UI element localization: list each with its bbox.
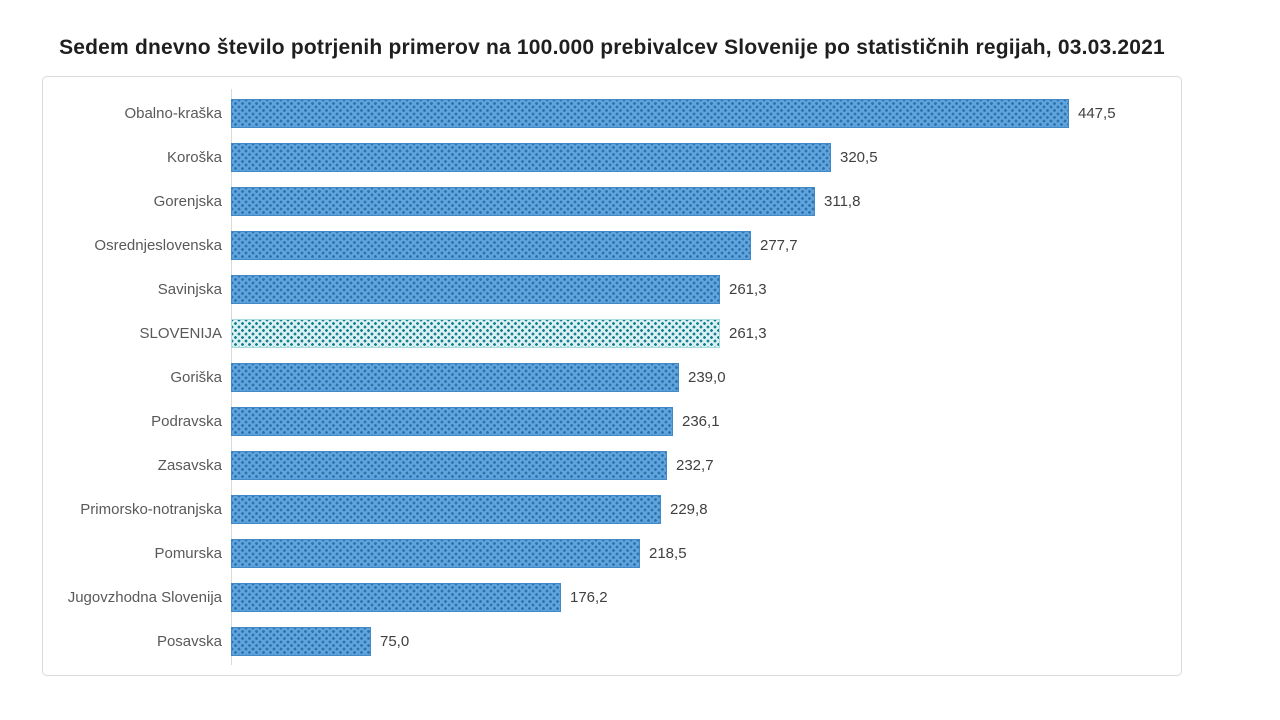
category-label: Primorsko-notranjska [80, 500, 222, 518]
bar-row: Zasavska 232,7 [43, 443, 1181, 487]
bar [231, 362, 679, 392]
bar-row: Primorsko-notranjska 229,8 [43, 487, 1181, 531]
bar [231, 406, 673, 436]
category-label: Pomurska [154, 544, 222, 562]
category-label: Zasavska [157, 456, 222, 474]
value-label: 232,7 [676, 456, 714, 474]
bar-row: Obalno-kraška 447,5 [43, 91, 1181, 135]
category-label: Jugovzhodna Slovenija [67, 588, 222, 606]
bar [231, 274, 720, 304]
bar-row: Savinjska 261,3 [43, 267, 1181, 311]
category-label: Savinjska [157, 280, 222, 298]
bar-row: Goriška 239,0 [43, 355, 1181, 399]
value-label: 176,2 [570, 588, 608, 606]
bar-row: Jugovzhodna Slovenija 176,2 [43, 575, 1181, 619]
value-label: 261,3 [729, 324, 767, 342]
category-label: Gorenjska [153, 192, 222, 210]
bar [231, 186, 815, 216]
value-label: 236,1 [682, 412, 720, 430]
bar-row: Osrednjeslovenska 277,7 [43, 223, 1181, 267]
value-label: 277,7 [760, 236, 798, 254]
value-label: 218,5 [649, 544, 687, 562]
bar-highlight [231, 318, 720, 348]
bar-row: SLOVENIJA 261,3 [43, 311, 1181, 355]
bar [231, 538, 640, 568]
value-label: 75,0 [380, 632, 410, 650]
bar [231, 626, 371, 656]
bar-row: Gorenjska 311,8 [43, 179, 1181, 223]
chart-title: Sedem dnevno število potrjenih primerov … [59, 36, 1165, 59]
value-label: 239,0 [688, 368, 726, 386]
value-label: 320,5 [840, 148, 878, 166]
category-label: Posavska [156, 632, 222, 650]
category-label: Osrednjeslovenska [94, 236, 222, 254]
category-label: Goriška [170, 368, 222, 386]
value-label: 311,8 [824, 192, 861, 210]
bar-row: Pomurska 218,5 [43, 531, 1181, 575]
value-label: 261,3 [729, 280, 767, 298]
bar-row: Podravska 236,1 [43, 399, 1181, 443]
bar [231, 450, 667, 480]
category-label: Podravska [151, 412, 222, 430]
bar [231, 494, 661, 524]
chart-frame: Obalno-kraška 447,5 Koroška 320,5 Gorenjska 3… [42, 76, 1182, 676]
value-label: 229,8 [670, 500, 708, 518]
bar [231, 142, 831, 172]
bar [231, 582, 561, 612]
value-label: 447,5 [1078, 104, 1116, 122]
bar [231, 98, 1069, 128]
category-label: Koroška [166, 148, 222, 166]
bar-row: Posavska 75,0 [43, 619, 1181, 663]
bar-row: Koroška 320,5 [43, 135, 1181, 179]
bar [231, 230, 751, 260]
category-label: Obalno-kraška [124, 104, 222, 122]
category-label: SLOVENIJA [139, 324, 222, 342]
